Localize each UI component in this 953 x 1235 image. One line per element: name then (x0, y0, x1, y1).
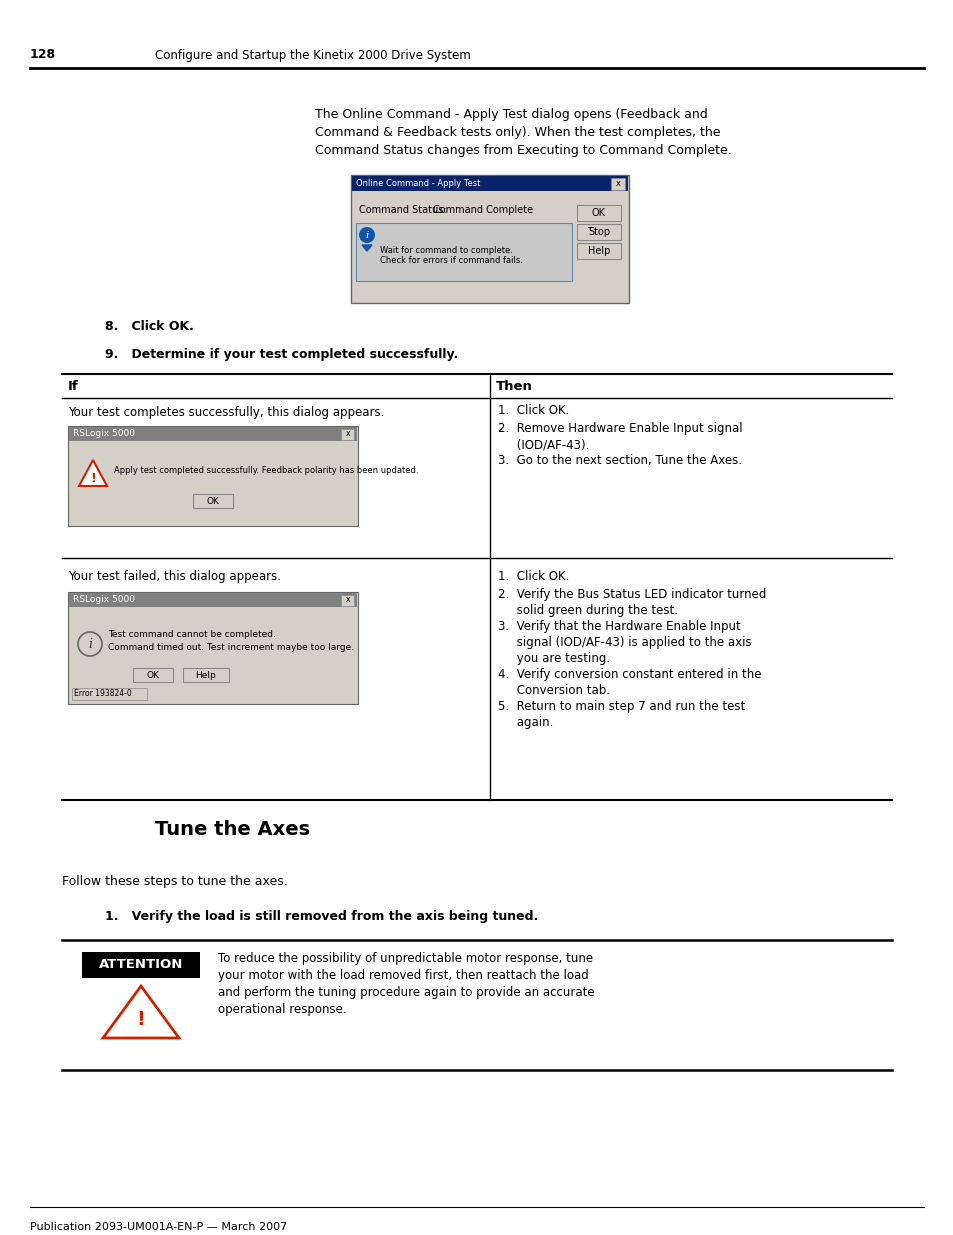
Text: ATTENTION: ATTENTION (99, 958, 183, 972)
Text: i: i (365, 231, 368, 240)
Text: Wait for command to complete.: Wait for command to complete. (379, 246, 513, 254)
Text: signal (IOD/AF-43) is applied to the axis: signal (IOD/AF-43) is applied to the axi… (497, 636, 751, 650)
Text: Your test failed, this dialog appears.: Your test failed, this dialog appears. (68, 571, 281, 583)
Text: Command & Feedback tests only). When the test completes, the: Command & Feedback tests only). When the… (314, 126, 720, 140)
Text: Conversion tab.: Conversion tab. (497, 684, 609, 697)
Bar (69, 427, 356, 441)
Text: RSLogix 5000: RSLogix 5000 (73, 430, 135, 438)
Bar (68, 426, 357, 526)
Text: To reduce the possibility of unpredictable motor response, tune: To reduce the possibility of unpredictab… (218, 952, 593, 965)
Bar (68, 592, 357, 704)
Text: If: If (68, 380, 79, 393)
Bar (610, 178, 624, 190)
Text: Error 193824-0: Error 193824-0 (74, 689, 132, 699)
Bar (183, 668, 229, 682)
Polygon shape (103, 986, 179, 1037)
Text: The Online Command - Apply Test dialog opens (Feedback and: The Online Command - Apply Test dialog o… (314, 107, 707, 121)
Text: 9.   Determine if your test completed successfully.: 9. Determine if your test completed succ… (105, 348, 457, 361)
Text: you are testing.: you are testing. (497, 652, 610, 664)
Text: 3.  Go to the next section, Tune the Axes.: 3. Go to the next section, Tune the Axes… (497, 454, 741, 467)
Text: Command Status:: Command Status: (358, 205, 446, 215)
Text: Then: Then (496, 380, 533, 393)
Text: 1.  Click OK.: 1. Click OK. (497, 571, 569, 583)
Text: Check for errors if command fails.: Check for errors if command fails. (379, 256, 522, 266)
Circle shape (358, 227, 375, 243)
Text: Command Status changes from Executing to Command Complete.: Command Status changes from Executing to… (314, 144, 731, 157)
Bar (351, 175, 628, 303)
Bar (577, 205, 620, 221)
Bar (352, 177, 627, 191)
Text: OK: OK (147, 671, 159, 679)
Text: RSLogix 5000: RSLogix 5000 (73, 595, 135, 604)
Text: Tune the Axes: Tune the Axes (154, 820, 310, 839)
Text: Command timed out. Test increment maybe too large.: Command timed out. Test increment maybe … (108, 643, 354, 652)
Bar (340, 595, 354, 606)
Polygon shape (79, 459, 107, 487)
Text: x: x (345, 430, 350, 438)
Text: Stop: Stop (587, 227, 609, 237)
Text: OK: OK (592, 207, 605, 219)
Bar (340, 429, 354, 440)
Text: solid green during the test.: solid green during the test. (497, 604, 678, 618)
Text: 3.  Verify that the Hardware Enable Input: 3. Verify that the Hardware Enable Input (497, 620, 740, 634)
Bar (69, 593, 356, 606)
Polygon shape (361, 245, 372, 251)
Text: Help: Help (195, 671, 216, 679)
Text: again.: again. (497, 716, 553, 729)
Text: !: ! (90, 472, 95, 484)
Text: i: i (88, 637, 91, 651)
Text: Follow these steps to tune the axes.: Follow these steps to tune the axes. (62, 876, 288, 888)
Bar (577, 243, 620, 259)
Text: Your test completes successfully, this dialog appears.: Your test completes successfully, this d… (68, 406, 384, 419)
Text: Online Command - Apply Test: Online Command - Apply Test (355, 179, 480, 188)
Text: OK: OK (207, 496, 219, 505)
Bar (577, 224, 620, 240)
Text: Test command cannot be completed.: Test command cannot be completed. (108, 630, 275, 638)
Bar (71, 688, 147, 700)
Bar (132, 668, 172, 682)
Text: !: ! (136, 1010, 145, 1029)
Circle shape (78, 632, 102, 656)
Text: (IOD/AF-43).: (IOD/AF-43). (497, 438, 589, 451)
Text: Help: Help (587, 246, 610, 256)
Text: 1.  Click OK.: 1. Click OK. (497, 404, 569, 417)
Text: 8.   Click OK.: 8. Click OK. (105, 320, 193, 333)
Bar (82, 952, 200, 978)
Text: 2.  Remove Hardware Enable Input signal: 2. Remove Hardware Enable Input signal (497, 422, 741, 435)
Text: x: x (615, 179, 619, 189)
Text: 1.   Verify the load is still removed from the axis being tuned.: 1. Verify the load is still removed from… (105, 910, 537, 923)
Text: x: x (345, 595, 350, 604)
Text: 5.  Return to main step 7 and run the test: 5. Return to main step 7 and run the tes… (497, 700, 744, 713)
Text: and perform the tuning procedure again to provide an accurate: and perform the tuning procedure again t… (218, 986, 594, 999)
Text: Configure and Startup the Kinetix 2000 Drive System: Configure and Startup the Kinetix 2000 D… (154, 48, 470, 62)
Bar (193, 494, 233, 508)
Text: 2.  Verify the Bus Status LED indicator turned: 2. Verify the Bus Status LED indicator t… (497, 588, 765, 601)
Text: Apply test completed successfully. Feedback polarity has been updated.: Apply test completed successfully. Feedb… (113, 466, 418, 475)
Text: 128: 128 (30, 48, 56, 62)
Text: 4.  Verify conversion constant entered in the: 4. Verify conversion constant entered in… (497, 668, 760, 680)
Text: operational response.: operational response. (218, 1003, 346, 1016)
Text: Publication 2093-UM001A-EN-P — March 2007: Publication 2093-UM001A-EN-P — March 200… (30, 1221, 287, 1233)
Bar (355, 224, 572, 282)
Text: Command Complete: Command Complete (433, 205, 533, 215)
Text: your motor with the load removed first, then reattach the load: your motor with the load removed first, … (218, 969, 588, 982)
